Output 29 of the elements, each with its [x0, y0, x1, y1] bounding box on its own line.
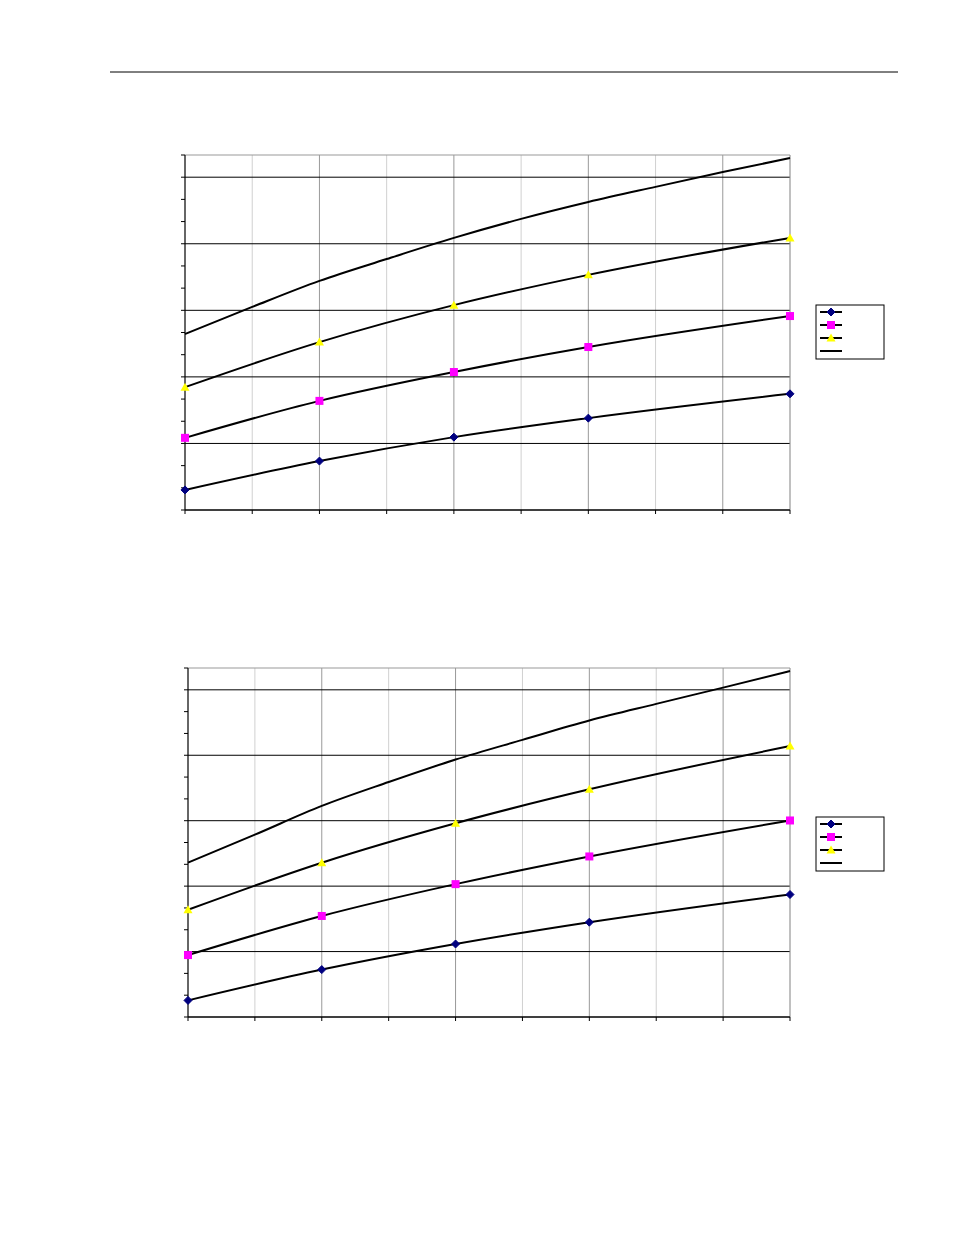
- point: [314, 456, 324, 466]
- point: [184, 951, 192, 960]
- point: [584, 343, 593, 352]
- point: [451, 939, 461, 949]
- point: [180, 382, 190, 391]
- point: [584, 917, 594, 927]
- point: [785, 890, 795, 900]
- point: [786, 312, 794, 321]
- point: [449, 432, 459, 442]
- point: [314, 337, 324, 346]
- point: [317, 965, 327, 975]
- point: [585, 852, 594, 861]
- point: [785, 741, 795, 750]
- point: [584, 784, 594, 793]
- point: [785, 389, 795, 399]
- point: [183, 995, 193, 1005]
- point: [317, 911, 326, 920]
- point: [449, 368, 458, 377]
- point: [449, 300, 459, 309]
- point: [180, 485, 190, 495]
- point: [583, 413, 593, 423]
- point: [181, 433, 189, 442]
- point: [315, 396, 324, 405]
- point: [317, 858, 327, 867]
- point: [451, 818, 461, 827]
- point: [786, 816, 794, 825]
- point: [183, 905, 193, 914]
- point: [583, 270, 593, 279]
- point: [451, 880, 460, 889]
